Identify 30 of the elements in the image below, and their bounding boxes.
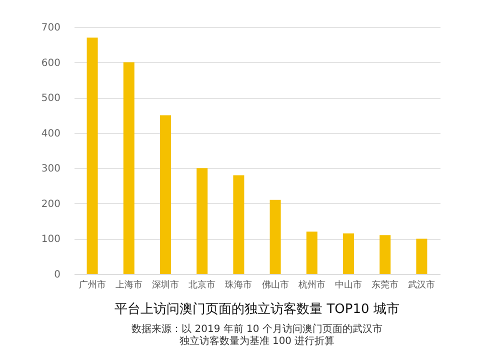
x-tick-label: 东莞市 [372, 280, 399, 290]
y-tick-label: 400 [41, 128, 60, 140]
y-tick-label: 700 [41, 22, 60, 34]
bar [270, 200, 281, 274]
x-tick-label: 广州市 [78, 280, 106, 290]
bar [416, 238, 428, 274]
bar [343, 233, 354, 274]
text: 平台上访问澳门页面的独立访客数量 TOP10 城市 [114, 301, 400, 317]
y-tick-label: 300 [41, 164, 60, 175]
bar [196, 168, 208, 274]
y-tick-label: 100 [41, 234, 60, 246]
y-tick-label: 500 [41, 93, 60, 104]
x-tick-label: 武汉市 [408, 280, 436, 290]
x-tick-label: 杭州市 [297, 280, 326, 290]
source-note: 数据来源：以 2019 年前 10 个月访问澳门页面的武汉市独立访客数量为基准 100 进行折算 [132, 323, 382, 347]
x-tick-label: 深圳市 [152, 280, 179, 290]
bar [233, 175, 244, 274]
y-tick-label: 600 [41, 58, 60, 69]
x-tick-label: 上海市 [115, 280, 142, 290]
bar [306, 232, 318, 274]
bar [380, 235, 391, 274]
x-tick-label: 佛山市 [262, 280, 289, 290]
x-tick-label: 珠海市 [225, 280, 252, 290]
bar [86, 38, 98, 274]
y-tick-label: 0 [54, 270, 60, 280]
x-tick-label: 中山市 [335, 280, 362, 290]
bar [160, 115, 171, 274]
bar [123, 62, 134, 274]
x-tick-label: 北京市 [188, 280, 216, 290]
y-tick-label: 200 [41, 198, 60, 210]
